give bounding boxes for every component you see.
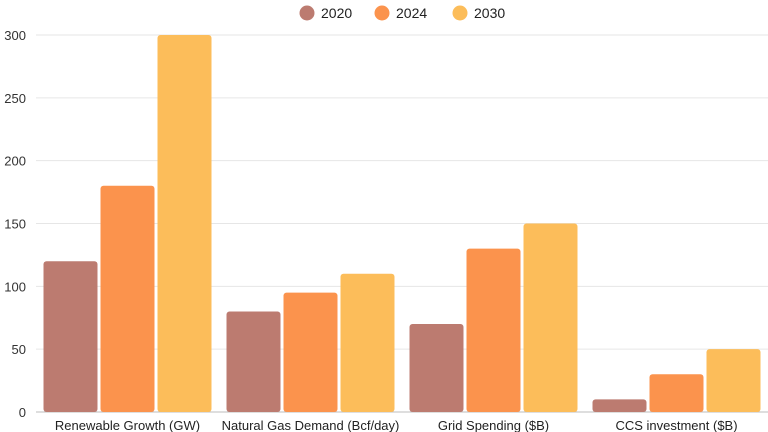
- x-category-label: Renewable Growth (GW): [55, 418, 200, 432]
- legend-swatch-2020: [299, 5, 315, 21]
- bar-2024-3: [649, 374, 704, 412]
- y-axis-ticks: 0 50 100 150 200 250 300: [4, 28, 26, 420]
- bar-2030-1: [340, 273, 395, 412]
- bar-2024-1: [283, 292, 338, 412]
- x-category-label: CCS investment ($B): [615, 418, 737, 432]
- legend: 2020 2024 2030: [299, 5, 505, 21]
- bar-2020-2: [409, 324, 464, 412]
- bar-2020-0: [43, 261, 98, 412]
- y-tick-label: 100: [4, 279, 26, 294]
- bar-2020-1: [226, 311, 281, 412]
- y-tick-label: 50: [12, 342, 26, 357]
- legend-label-2030: 2030: [474, 5, 505, 21]
- legend-label-2020: 2020: [321, 5, 352, 21]
- x-category-label: Natural Gas Demand (Bcf/day): [222, 418, 400, 432]
- y-tick-label: 200: [4, 154, 26, 169]
- bar-2024-2: [466, 248, 521, 412]
- legend-label-2024: 2024: [396, 5, 427, 21]
- x-category-label: Grid Spending ($B): [438, 418, 549, 432]
- bars: [43, 35, 761, 412]
- y-tick-label: 300: [4, 28, 26, 43]
- legend-swatch-2024: [374, 5, 390, 21]
- legend-swatch-2030: [452, 5, 468, 21]
- bar-2020-3: [592, 399, 647, 412]
- y-tick-label: 150: [4, 217, 26, 232]
- bar-2030-3: [706, 349, 761, 412]
- y-tick-label: 0: [19, 405, 26, 420]
- bar-2030-0: [157, 35, 212, 412]
- y-tick-label: 250: [4, 91, 26, 106]
- bar-2024-0: [100, 185, 155, 412]
- x-axis-labels: Renewable Growth (GW) Natural Gas Demand …: [55, 418, 738, 432]
- bar-2030-2: [523, 223, 578, 412]
